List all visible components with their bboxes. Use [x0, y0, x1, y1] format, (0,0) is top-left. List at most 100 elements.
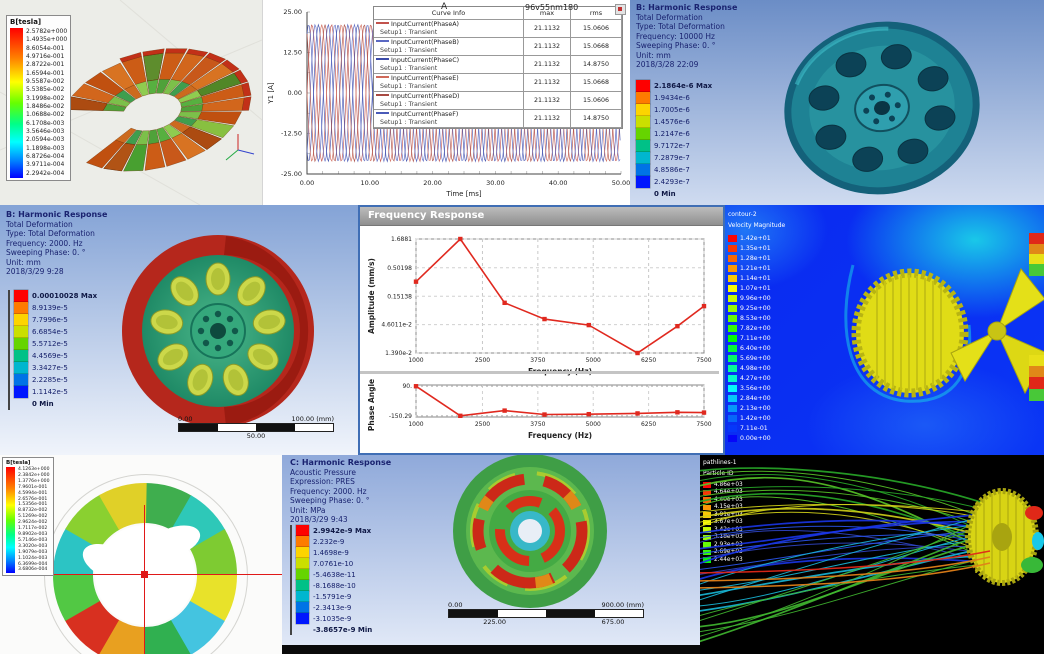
streamline — [700, 529, 999, 570]
header-line: Type: Total Deformation — [636, 22, 725, 31]
streamline — [700, 562, 991, 589]
legend-swatch — [703, 497, 711, 503]
legend-title: Particle ID — [703, 470, 734, 477]
table-row: InputCurrent(PhaseB) Setup1 : Transient — [374, 38, 524, 56]
legend-value: 8.53e+00 — [740, 314, 771, 322]
curve-max: 21.1132 — [524, 92, 571, 110]
data-point — [675, 323, 680, 329]
tick-label: 5000 — [586, 421, 601, 428]
legend-entry: 1.42e+00 — [728, 413, 785, 423]
legend-value: 2.2285e-5 — [32, 376, 68, 384]
legend-value: 3.91e+03 — [714, 511, 743, 518]
legend-value: 1.4698e-9 — [313, 548, 349, 557]
header-line: Sweeping Phase: 0. ° — [6, 248, 86, 257]
legend-value: 2.6576e-001 — [18, 496, 48, 502]
legend-value: 2.3842e+000 — [18, 472, 50, 478]
tick-label: -12.50 — [281, 130, 302, 138]
legend-value: 2.4293e-7 — [654, 178, 690, 186]
legend-value: 1.1142e-5 — [32, 388, 68, 396]
curve-name: InputCurrent(PhaseF) — [376, 111, 521, 119]
legend-entry: 4.8586e-7 — [636, 164, 712, 176]
legend-swatch — [296, 547, 309, 558]
legend-entry: 7.7996e-5 — [14, 314, 97, 326]
legend-value: -3.8657e-9 Min — [313, 625, 373, 634]
legend-entry: 3.67e+03 — [703, 519, 743, 527]
legend-swatch — [728, 284, 737, 292]
data-point — [701, 303, 707, 309]
legend-entry: 8.9139e-5 — [14, 302, 97, 314]
ruler-label-mid: 50.00 — [246, 432, 266, 440]
panel-acoustic: C: Harmonic Response Acoustic Pressure Exp… — [282, 455, 700, 654]
legend-entry: 0.00e+00 — [728, 433, 785, 443]
data-point — [542, 412, 547, 417]
scale-ruler: 0.00 100.00 (mm) 50.00 — [178, 415, 334, 440]
data-point — [542, 316, 547, 322]
legend-entry: 4.40e+03 — [703, 496, 743, 504]
flywheel-hole — [897, 138, 929, 164]
ruler-label-min: 0.00 — [448, 601, 463, 609]
legend-swatch — [296, 580, 309, 591]
legend-swatch — [728, 344, 737, 352]
data-point — [413, 279, 419, 284]
legend-swatch — [728, 434, 737, 442]
header-line: Sweeping Phase: 0. ° — [290, 496, 370, 505]
result-header: B: Harmonic Response Total Deformation Typ… — [636, 3, 737, 70]
legend-value: 1.1024e-003 — [18, 555, 48, 561]
deformation-legend: 0.00010028 Max 8.9139e-5 7.7996e-5 6.6854e-… — [8, 290, 97, 410]
crosshair-horizontal — [38, 574, 282, 575]
legend-swatch — [728, 384, 737, 392]
tick-label: 40.00 — [549, 179, 568, 187]
tick-label: 3750 — [530, 421, 545, 428]
legend-entry: 2.13e+00 — [728, 403, 785, 413]
streamline — [700, 474, 1001, 542]
plot-icon — [615, 4, 626, 15]
result-header: B: Harmonic Response Total Deformation Typ… — [6, 210, 107, 277]
streamline — [700, 519, 1001, 622]
legend-entry: 1.07e+01 — [728, 283, 785, 293]
legend-entry: 7.11e-01 — [728, 423, 785, 433]
tick-label: 25.00 — [283, 8, 302, 16]
legend-value: 2.93e+03 — [714, 541, 743, 548]
legend-entry: 7.11e+00 — [728, 333, 785, 343]
legend-value: 2.44e+03 — [714, 556, 743, 563]
field-legend: B[tesla] 4.1263e+000 2.3842e+000 1.3776e+0… — [2, 457, 54, 577]
legend-value: 4.64e+03 — [714, 489, 743, 496]
table-column-header: Curve Info — [374, 7, 524, 20]
x-axis-label: Frequency (Hz) — [528, 431, 592, 440]
legend-value: -8.1688e-10 — [313, 581, 356, 590]
data-point — [675, 410, 680, 415]
data-point — [502, 300, 507, 306]
header-line: Unit: mm — [6, 257, 41, 267]
tick-label: 6250 — [641, 357, 656, 364]
curve-max: 21.1132 — [524, 56, 571, 74]
legend-swatch — [703, 482, 711, 488]
curve-color-sample — [376, 112, 389, 114]
legend-entry: -1.5791e-9 — [296, 591, 372, 602]
deformation-legend: 2.1864e-6 Max 1.9434e-6 1.7005e-6 1.4576e-6… — [636, 80, 712, 200]
legend-swatch — [636, 80, 650, 92]
legend-value: 7.82e+00 — [740, 324, 771, 332]
legend-value: 9.7172e-7 — [654, 142, 690, 150]
legend-swatch — [14, 362, 28, 374]
header-line: Frequency: 10000 Hz — [636, 31, 715, 41]
legend-swatch — [728, 254, 737, 262]
tick-label: 90. — [402, 383, 412, 390]
legend-value: 6.8726e-004 — [26, 152, 65, 160]
data-point — [701, 410, 707, 415]
legend-swatch — [728, 294, 737, 302]
tick-label: 0.50198 — [387, 265, 412, 272]
table-row: InputCurrent(PhaseA) Setup1 : Transient — [374, 20, 524, 38]
legend-value: 3.42e+03 — [714, 526, 743, 533]
streamline — [700, 512, 997, 565]
data-point — [502, 408, 507, 413]
legend-value: -1.5791e-9 — [313, 592, 352, 601]
panel-maxwell-ring: B[tesla] 4.1263e+000 2.3842e+000 1.3776e+0… — [0, 455, 282, 654]
legend-value: 7.9601e-001 — [18, 484, 48, 490]
plot-title: 96v55nm180 — [525, 3, 579, 12]
curve-name: InputCurrent(PhaseB) — [376, 39, 521, 47]
legend-swatch — [636, 104, 650, 116]
y-axis-label: Amplitude (mm/s) — [367, 258, 376, 334]
legend-value: 5.1269e-002 — [18, 514, 48, 520]
legend-value: 1.7117e-002 — [18, 526, 48, 532]
legend-swatch — [728, 334, 737, 342]
